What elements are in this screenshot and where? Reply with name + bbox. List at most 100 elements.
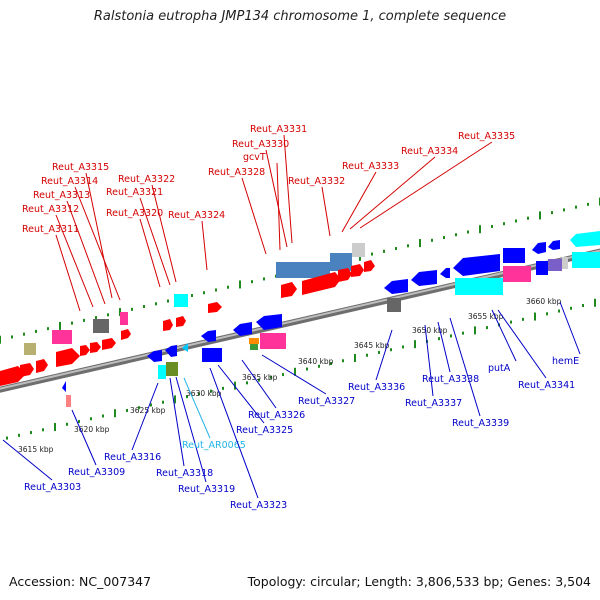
gene-arrow[interactable] xyxy=(233,322,252,336)
gene-arrow[interactable] xyxy=(201,330,216,342)
tick-mark xyxy=(371,252,373,256)
gene-label[interactable]: Reut_A3332 xyxy=(288,176,345,187)
gene-leader-line xyxy=(349,156,436,230)
tick-mark xyxy=(150,403,152,407)
gene-label[interactable]: Reut_A3326 xyxy=(248,410,305,421)
gene-label[interactable]: Reut_A3309 xyxy=(68,467,125,478)
gene-label[interactable]: Reut_A3316 xyxy=(104,452,161,463)
gene-arrow[interactable] xyxy=(384,279,408,294)
gene-arrow[interactable] xyxy=(80,345,90,356)
gene-box[interactable] xyxy=(276,262,330,278)
gene-arrow[interactable] xyxy=(102,338,116,350)
gene-arrow[interactable] xyxy=(281,282,297,298)
gene-label[interactable]: Reut_A3314 xyxy=(41,176,98,187)
gene-arrow[interactable] xyxy=(20,363,34,377)
gene-arrow[interactable] xyxy=(208,302,222,313)
gene-box[interactable] xyxy=(24,343,36,355)
gene-label[interactable]: Reut_A3334 xyxy=(401,146,458,157)
gene-label[interactable]: Reut_A3318 xyxy=(156,468,213,479)
gene-label[interactable]: Reut_A3339 xyxy=(452,418,509,429)
tick-mark xyxy=(515,219,517,223)
gene-box[interactable] xyxy=(503,248,525,263)
gene-arrow[interactable] xyxy=(182,343,188,352)
gene-arrow[interactable] xyxy=(453,254,500,276)
gene-arrow[interactable] xyxy=(165,345,177,357)
gene-arrow[interactable] xyxy=(411,270,437,286)
gene-arrow[interactable] xyxy=(62,381,66,392)
gene-arrow[interactable] xyxy=(548,240,560,250)
gene-arrow[interactable] xyxy=(56,348,80,367)
gene-label[interactable]: Reut_A3303 xyxy=(24,482,81,493)
gene-arrow[interactable] xyxy=(302,272,341,295)
gene-box[interactable] xyxy=(250,344,258,350)
gene-arrow[interactable] xyxy=(570,231,600,247)
gene-arrow[interactable] xyxy=(351,264,364,277)
gene-leader-line xyxy=(241,177,267,255)
gene-box[interactable] xyxy=(166,362,178,376)
tick-mark xyxy=(162,400,164,404)
gene-box[interactable] xyxy=(562,257,568,269)
gene-label[interactable]: Reut_A3323 xyxy=(230,500,287,511)
gene-box[interactable] xyxy=(66,395,71,407)
gene-arrow[interactable] xyxy=(121,329,131,340)
gene-label[interactable]: Reut_A3331 xyxy=(250,124,307,135)
gene-label[interactable]: Reut_A3335 xyxy=(458,131,515,142)
gene-label[interactable]: Reut_A3327 xyxy=(298,396,355,407)
gene-arrow[interactable] xyxy=(0,366,26,386)
gene-label[interactable]: Reut_A3311 xyxy=(22,224,79,235)
gene-box[interactable] xyxy=(387,298,401,312)
gene-leader-line xyxy=(261,354,327,395)
gene-arrow[interactable] xyxy=(90,342,101,353)
gene-box[interactable] xyxy=(174,294,188,307)
tick-mark xyxy=(383,249,385,253)
gene-label[interactable]: Reut_A3328 xyxy=(208,167,265,178)
gene-box[interactable] xyxy=(249,338,259,344)
gene-box[interactable] xyxy=(260,333,286,349)
gene-arrow[interactable] xyxy=(440,268,450,278)
gene-label[interactable]: Reut_A3320 xyxy=(106,208,163,219)
gene-box[interactable] xyxy=(202,348,222,362)
gene-label[interactable]: gcvT xyxy=(243,152,266,163)
gene-label[interactable]: Reut_A3312 xyxy=(22,204,79,215)
gene-arrow[interactable] xyxy=(364,260,375,272)
gene-box[interactable] xyxy=(120,312,128,325)
gene-box[interactable] xyxy=(548,259,562,271)
gene-label[interactable]: Reut_A3333 xyxy=(342,161,399,172)
gene-box[interactable] xyxy=(52,330,72,344)
gene-leader-line xyxy=(85,172,113,299)
gene-box[interactable] xyxy=(536,261,548,275)
gene-label[interactable]: Reut_A3322 xyxy=(118,174,175,185)
gene-label[interactable]: Reut_AR0065 xyxy=(182,440,246,451)
gene-label[interactable]: Reut_A3330 xyxy=(232,139,289,150)
gene-box[interactable] xyxy=(352,243,365,257)
tick-mark xyxy=(431,238,433,242)
gene-arrow[interactable] xyxy=(532,242,546,254)
gene-box[interactable] xyxy=(455,278,503,295)
gene-box[interactable] xyxy=(330,253,352,271)
gene-label[interactable]: Reut_A3341 xyxy=(518,380,575,391)
gene-label[interactable]: Reut_A3321 xyxy=(106,187,163,198)
gene-label[interactable]: hemE xyxy=(552,356,579,367)
gene-arrow[interactable] xyxy=(176,316,186,327)
tick-mark xyxy=(534,312,536,321)
gene-label[interactable]: Reut_A3324 xyxy=(168,210,225,221)
gene-label[interactable]: Reut_A3325 xyxy=(236,425,293,436)
gene-arrow[interactable] xyxy=(163,319,173,331)
gene-arrow[interactable] xyxy=(256,314,282,330)
gene-box[interactable] xyxy=(93,319,109,333)
gene-label[interactable]: Reut_A3319 xyxy=(178,484,235,495)
gene-label[interactable]: Reut_A3337 xyxy=(405,398,462,409)
gene-label[interactable]: Reut_A3338 xyxy=(422,374,479,385)
gene-label[interactable]: Reut_A3336 xyxy=(348,382,405,393)
gene-label[interactable]: Reut_A3315 xyxy=(52,162,109,173)
gene-label[interactable]: Reut_A3313 xyxy=(33,190,90,201)
gene-label[interactable]: putA xyxy=(488,363,511,374)
gene-box[interactable] xyxy=(158,365,166,379)
gene-box[interactable] xyxy=(572,252,600,268)
gene-box[interactable] xyxy=(503,266,531,282)
gene-arrow[interactable] xyxy=(338,268,352,282)
tick-mark xyxy=(527,216,529,220)
tick-mark xyxy=(90,417,92,421)
gene-arrow[interactable] xyxy=(36,359,48,373)
gene-arrow[interactable] xyxy=(147,350,162,362)
